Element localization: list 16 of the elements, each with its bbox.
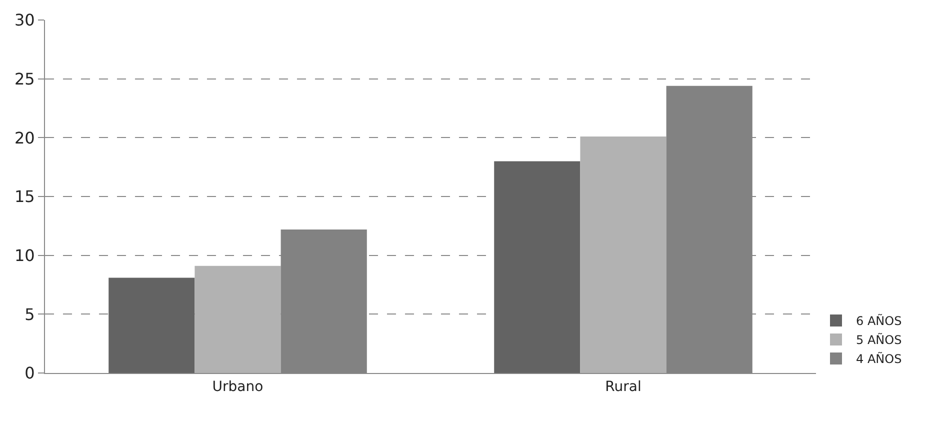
y-tick-label: 15	[14, 187, 35, 206]
y-tick-label: 30	[14, 10, 35, 30]
y-tick-label: 10	[14, 246, 35, 265]
bar	[494, 161, 580, 373]
bar	[108, 278, 195, 373]
legend-label: 5 AÑOS	[856, 332, 902, 348]
y-tick-label: 20	[14, 128, 35, 148]
legend-label: 6 AÑOS	[856, 313, 902, 328]
bar	[194, 266, 281, 373]
legend-label: 4 AÑOS	[856, 351, 902, 366]
y-tick-label: 5	[24, 304, 35, 324]
x-tick-label: Rural	[605, 378, 642, 395]
bar	[580, 136, 666, 373]
y-tick-label: 0	[24, 364, 35, 383]
y-tick-label: 25	[14, 69, 35, 88]
x-tick-label: Urbano	[212, 378, 264, 395]
